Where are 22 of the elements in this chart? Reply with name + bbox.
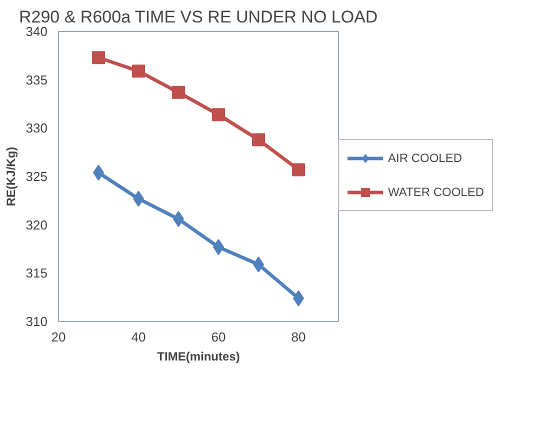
y-axis-title: RE(KJ/Kg) xyxy=(4,146,18,206)
y-tick-label: 320 xyxy=(26,217,48,232)
x-tick-label: 80 xyxy=(291,330,306,344)
y-tick-label: 325 xyxy=(26,169,48,184)
point xyxy=(92,51,105,64)
x-tick-label: 60 xyxy=(211,330,226,344)
x-axis-title: TIME(minutes) xyxy=(157,350,240,364)
point xyxy=(212,108,225,122)
y-tick-label: 315 xyxy=(26,266,48,281)
legend-label: AIR COOLED xyxy=(388,151,462,165)
y-tick-label: 340 xyxy=(26,24,48,39)
y-tick-label: 330 xyxy=(26,120,48,136)
point xyxy=(172,86,185,99)
point xyxy=(252,133,265,146)
point xyxy=(132,64,145,78)
x-tick-label: 20 xyxy=(51,330,66,344)
y-tick-label: 335 xyxy=(26,72,48,88)
y-tick-label: 310 xyxy=(26,314,48,329)
legend-label: WATER COOLED xyxy=(388,185,484,199)
point xyxy=(292,163,305,176)
x-tick-label: 40 xyxy=(131,330,146,344)
chart-title: R290 & R600a TIME VS RE UNDER NO LOAD xyxy=(19,8,378,26)
